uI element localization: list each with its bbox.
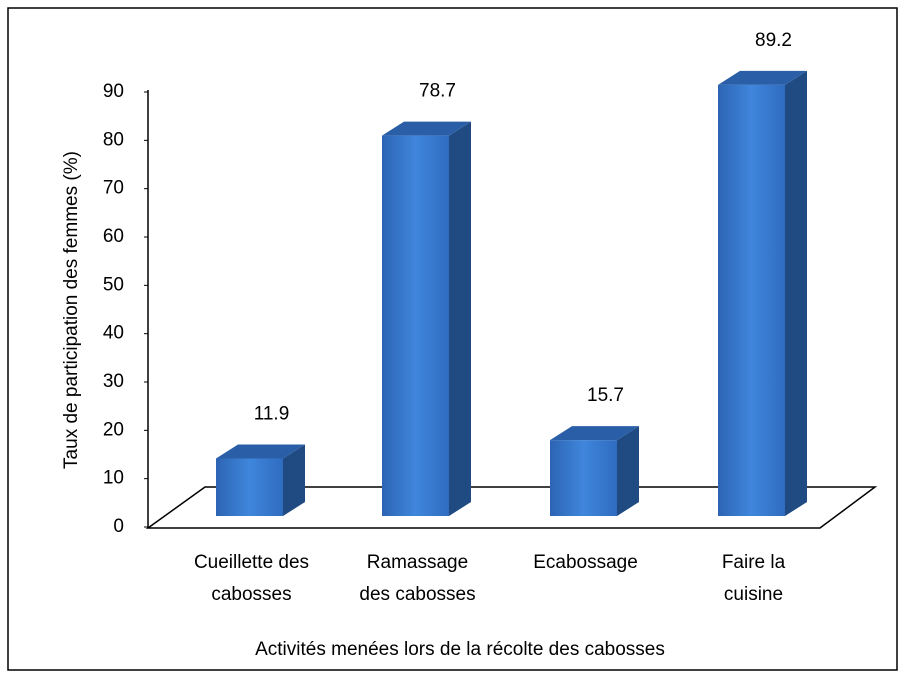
bar-top (718, 70, 807, 85)
x-tick-label: Faire la cuisine (722, 552, 786, 605)
y-tick-label: 20 (103, 419, 124, 440)
bar-top (382, 121, 471, 136)
value-label: 15.7 (587, 385, 624, 406)
value-label: 11.9 (254, 403, 290, 424)
value-label: 89.2 (755, 30, 792, 51)
bar-side (283, 444, 305, 516)
bar-side (785, 70, 807, 516)
y-axis-title: Taux de participation des femmes (%) (61, 151, 82, 469)
value-label: 78.7 (419, 81, 456, 102)
y-tick-label: 60 (103, 226, 124, 247)
bar (382, 121, 471, 516)
bar-top (216, 444, 305, 459)
y-tick-label: 40 (103, 323, 124, 344)
y-tick-label: 80 (103, 129, 124, 150)
y-tick-label: 70 (103, 178, 124, 199)
x-axis-title: Activités menées lors de la récolte des … (255, 639, 665, 660)
bar-front (550, 440, 617, 516)
y-tick-label: 10 (103, 468, 124, 489)
x-tick-label: Ecabossage (533, 552, 638, 573)
bar (550, 426, 639, 516)
y-tick-label: 0 (113, 516, 124, 537)
bar (216, 444, 305, 516)
bar (718, 70, 807, 516)
x-tick-label: Ramassage des cabosses (359, 552, 475, 605)
bar-top (550, 426, 639, 441)
x-tick-label: Cueillette des cabosses (194, 552, 309, 605)
y-tick-label: 50 (103, 274, 124, 295)
y-tick-label: 30 (103, 371, 124, 392)
floor (145, 486, 878, 529)
bar-side (617, 426, 639, 516)
bar-side (449, 121, 471, 516)
y-tick-label: 90 (103, 81, 124, 102)
bar-front (718, 84, 785, 516)
bar-front (216, 458, 283, 516)
bar-front (382, 135, 449, 516)
